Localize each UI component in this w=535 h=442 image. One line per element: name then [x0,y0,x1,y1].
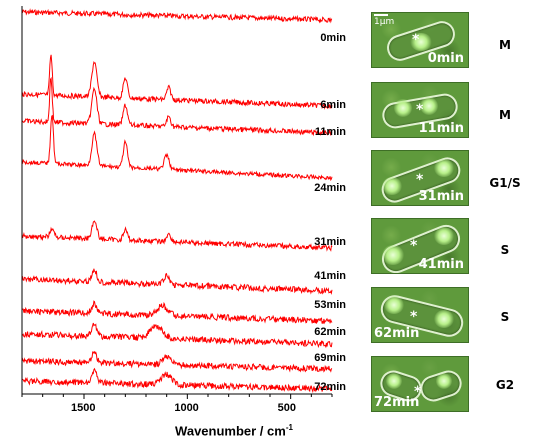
x-tick-label: 1500 [71,402,96,414]
spectrum-line [21,350,333,373]
phase-label: S [500,243,510,257]
x-tick-label: 500 [277,402,297,414]
spectrum-line [21,54,333,110]
cell-image-72min: * 72min [371,356,469,412]
trace-time-label: 62min [314,326,346,338]
cell-time-label: 62min [374,326,420,341]
phase-label: M [499,108,511,122]
scale-bar: 1μm [374,14,394,27]
trace-time-label: 31min [314,236,346,248]
cell-image-62min: * 62min [371,287,469,343]
star-marker: * [416,102,424,118]
spectrum-line [21,76,333,137]
trace-time-label: 11min [314,126,346,138]
spectrum-line [21,220,333,252]
spectrum-line [21,322,333,349]
cell-time-label: 72min [374,395,420,410]
spectra-group [21,8,333,394]
trace-time-label: 41min [314,270,346,282]
cell-time-label: 31min [418,189,464,204]
phase-label: M [499,38,511,52]
cell-time-label: 41min [418,257,464,272]
spectrum-line [22,367,333,394]
star-marker: * [416,172,424,188]
spectrum-line [21,268,333,296]
cell-image-31min: * 31min [371,150,469,206]
phase-label: G1/S [489,176,521,190]
trace-time-label: 69min [314,352,346,364]
trace-time-label: 53min [314,299,346,311]
spectrum-line [21,300,333,325]
spectrum-line [21,114,333,182]
cell-image-0min: 1μm * 0min [371,12,469,68]
star-marker: * [410,238,418,254]
trace-time-label: 72min [314,381,346,393]
cell-time-label: 0min [427,51,464,66]
phase-label: S [500,310,510,324]
cell-image-41min: * 41min [371,218,469,274]
star-marker: * [412,32,420,48]
x-axis-label: Wavenumber / cm-1 [175,423,293,439]
trace-time-label: 24min [314,182,346,194]
star-marker: * [414,384,422,400]
trace-time-label: 0min [320,32,346,44]
cell-image-11min: * 11min [371,82,469,138]
trace-time-label: 6min [320,99,346,111]
x-axis-ticks [21,394,333,399]
star-marker: * [410,309,418,325]
cell-time-label: 11min [418,121,464,136]
x-tick-label: 1000 [174,402,199,414]
spectrum-line [21,8,333,24]
phase-label: G2 [495,378,515,392]
